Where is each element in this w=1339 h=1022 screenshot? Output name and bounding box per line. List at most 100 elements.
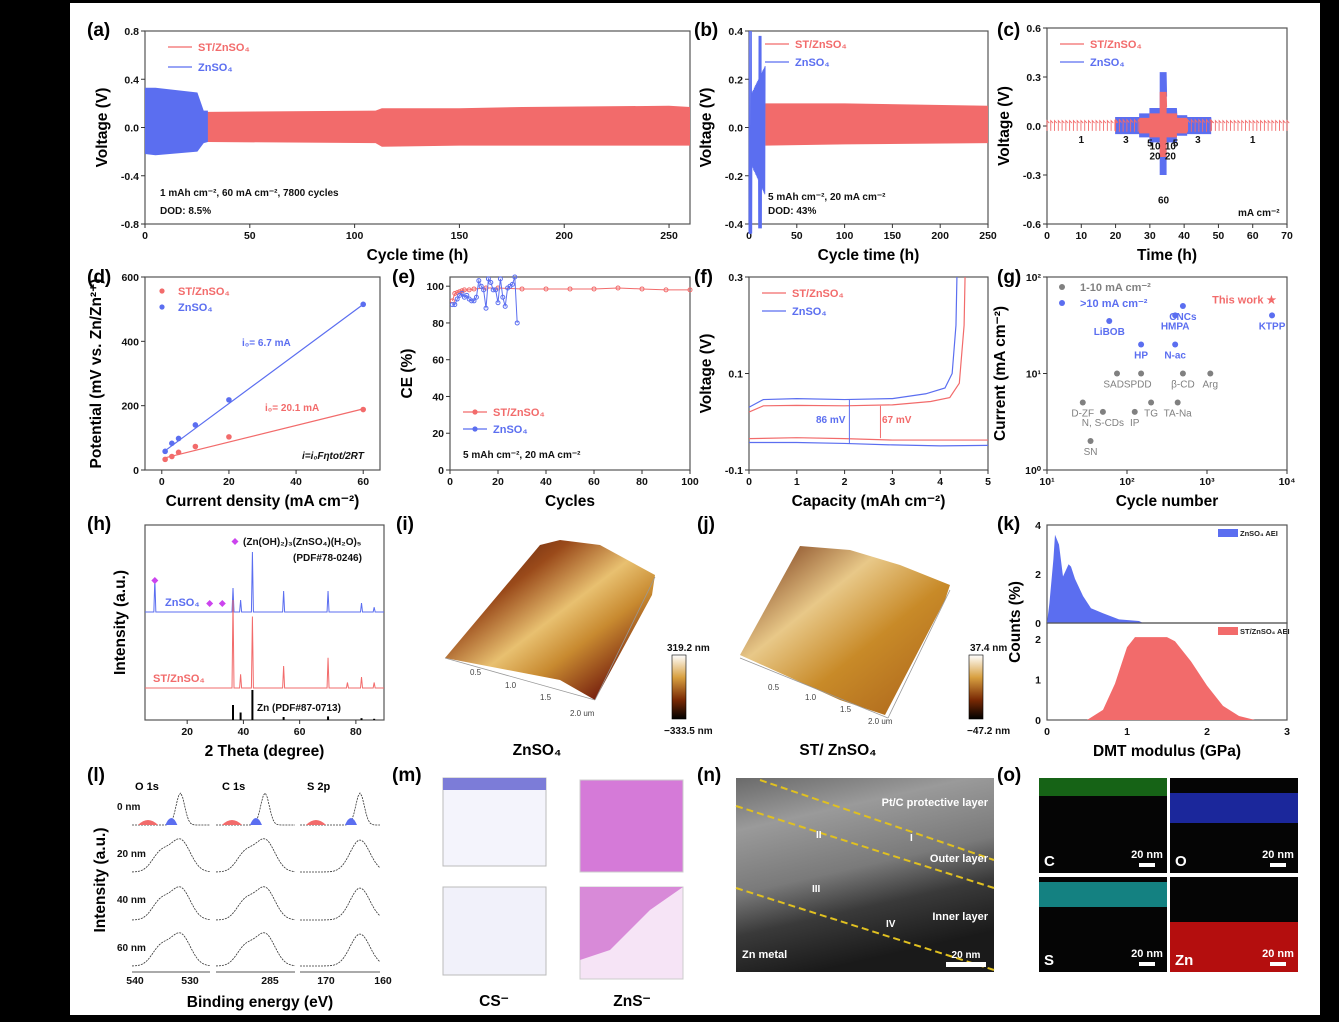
panel-a-dod: DOD: 8.5%: [160, 206, 211, 217]
afm-j-tick-20: 2.0 um: [868, 717, 893, 726]
xps-spectrum: [300, 933, 381, 967]
y-axis-label: Counts (%): [1007, 581, 1024, 663]
y-tick-label: 0: [133, 465, 139, 477]
data-point: [485, 276, 491, 282]
data-point: [169, 453, 175, 460]
x-axis-label: DMT modulus (GPa): [1093, 743, 1241, 760]
xps-xtick-540: 540: [126, 975, 144, 987]
tem-region-iv: IV: [886, 919, 896, 930]
phase-marker: [218, 600, 226, 607]
xps-col-c1s: C 1s: [222, 781, 245, 793]
tem-scale-label: 20 nm: [952, 950, 981, 961]
data-point: [500, 294, 506, 300]
point-label: TA-Na: [1164, 409, 1193, 420]
y-tick-label: 0.2: [728, 74, 743, 86]
panel-j-scale-min: −47.2 nm: [967, 726, 1010, 737]
panel-label-b: (b): [694, 20, 718, 41]
legend-marker: [1059, 284, 1065, 290]
rate-label: 10: [1149, 142, 1161, 153]
x-tick-label: 20: [223, 476, 235, 488]
eds-element-label: Zn: [1175, 952, 1193, 969]
chart-a: 0 50 100 150 200 250 -0.8 -0.4 0.0 0.4 0.8 Cycle ti…: [94, 26, 691, 264]
data-point: [452, 291, 458, 297]
data-point: [471, 298, 477, 304]
eds-map-zn: Zn 20 nm: [1170, 877, 1298, 972]
x-tick-label: 0: [1044, 230, 1050, 242]
xps-ylabel: Intensity (a.u.): [92, 827, 109, 932]
xrd-trace: [145, 599, 384, 689]
point-label: HP: [1134, 350, 1148, 361]
eds-signal-band: [1039, 778, 1167, 796]
rate-label: 1: [1079, 135, 1085, 146]
y-tick-label: 0.4: [728, 26, 743, 38]
data-point: [449, 302, 455, 308]
x-tick-label: 20: [492, 476, 504, 488]
data-point: [1172, 312, 1179, 319]
panel-f-gap-zn: 86 mV: [816, 415, 846, 426]
xps-depth-60: 60 nm: [117, 943, 146, 954]
panel-a-condition: 1 mAh cm⁻², 60 mA cm⁻², 7800 cycles: [160, 188, 339, 199]
x-tick-label: 1: [1124, 726, 1130, 738]
x-axis-label: 2 Theta (degree): [205, 743, 325, 760]
data-point: [512, 274, 518, 280]
xps-spectrum: [300, 839, 381, 873]
data-point: [591, 286, 597, 292]
xps-spectrum: [300, 887, 381, 921]
data-point: [469, 298, 475, 304]
panel-f-gap-st: 67 mV: [882, 415, 912, 426]
data-point: [226, 434, 232, 440]
y-tick-label: 2: [1035, 569, 1041, 581]
x-tick-label: 0: [142, 230, 148, 242]
eds-scale-bar: [1139, 863, 1155, 867]
y-tick-label: -0.4: [121, 171, 139, 183]
data-point: [452, 302, 458, 308]
x-tick-label: 0: [159, 476, 165, 488]
y-tick-label: -0.4: [725, 219, 743, 231]
afm-i-tick-10: 1.0: [505, 681, 517, 690]
x-tick-label: 50: [1213, 230, 1225, 242]
y-tick-label: 100: [426, 281, 444, 293]
xps-depth-20: 20 nm: [117, 849, 146, 860]
eds-element-label: S: [1044, 952, 1054, 969]
phase-marker: [206, 600, 214, 607]
point-label: Arg: [1203, 380, 1219, 391]
point-label: SADS: [1103, 380, 1131, 391]
eds-scale-label: 20 nm: [1131, 849, 1163, 861]
x-tick-label: 80: [350, 726, 362, 738]
chart-e: 0 20 40 60 80 100 0 20 40 60 80 100 Cycles CE (%) ST/Z…: [399, 274, 699, 510]
panel-label-m: (m): [392, 765, 422, 786]
legend-label: ST/ZnSO₄: [178, 286, 230, 298]
xps-col-o1s: O 1s: [135, 781, 159, 793]
y-tick-label: -0.3: [1023, 170, 1041, 182]
x-tick-label: 10: [1075, 230, 1087, 242]
point-label: LiBOB: [1094, 327, 1125, 338]
data-point: [639, 286, 645, 292]
plot-frame-h: [144, 524, 385, 721]
data-point: [543, 286, 549, 292]
point-label: IP: [1130, 418, 1140, 429]
afm-j-tick-05: 0.5: [768, 683, 780, 692]
y-axis-label: Current (mA cm⁻²): [992, 306, 1009, 441]
y-tick-label: 10⁰: [1025, 465, 1042, 477]
data-point: [615, 285, 621, 291]
panel-label-c: (c): [997, 20, 1020, 41]
y-tick-label: -0.6: [1023, 219, 1041, 231]
eds-map-s: S 20 nm: [1039, 877, 1167, 972]
this-work-label: This work ★: [1212, 294, 1276, 306]
series-znso4: [1115, 72, 1212, 175]
chart-b: 0 50 100 150 200 250 -0.4 -0.2 0.0 0.2 0.4 Cycle ti…: [698, 26, 997, 264]
data-point: [454, 296, 460, 302]
x-tick-label: 60: [588, 476, 600, 488]
data-point: [497, 276, 503, 282]
x-tick-label: 1: [794, 476, 800, 488]
eds-scale-label: 20 nm: [1262, 849, 1294, 861]
y-tick-label: 200: [121, 401, 139, 413]
y-tick-label: 0.0: [728, 123, 743, 135]
x-tick-label: 100: [681, 476, 699, 488]
y-tick-label: 40: [432, 391, 444, 403]
xps-peak-fill: [345, 818, 357, 825]
y-tick-label: 10¹: [1026, 369, 1042, 381]
data-point: [360, 301, 367, 308]
x-axis-label: Capacity (mAh cm⁻²): [792, 493, 946, 510]
point-label: TG: [1144, 409, 1158, 420]
